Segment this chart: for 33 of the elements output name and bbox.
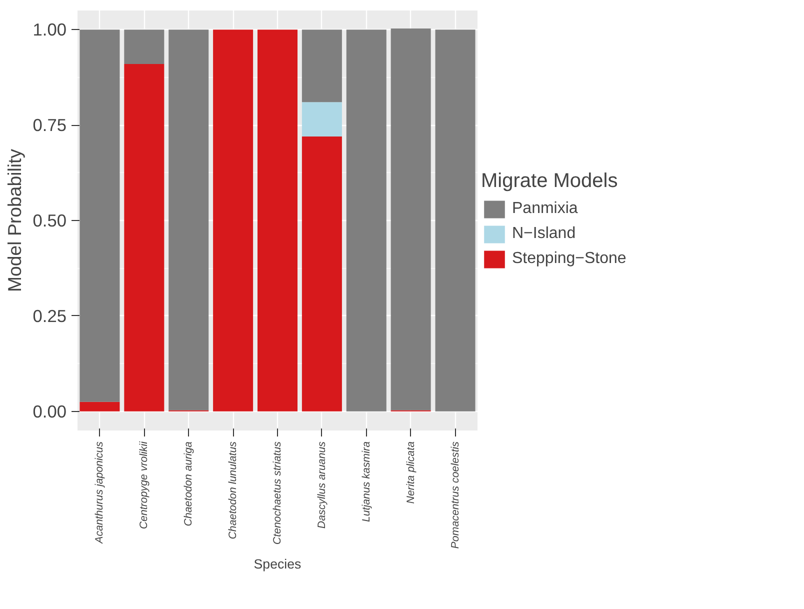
x-tick-label: Ctenochaetus striatus xyxy=(272,440,284,545)
bar xyxy=(168,30,209,410)
x-tick-label: Dascyllus aruanus xyxy=(316,440,328,529)
legend-label: N−Island xyxy=(512,225,576,243)
bar xyxy=(124,30,164,64)
bar xyxy=(80,30,120,402)
x-axis-title: Species xyxy=(254,556,302,572)
bar xyxy=(124,64,164,412)
y-tick-label: 0.75 xyxy=(32,115,67,136)
y-tick-label: 0.00 xyxy=(32,401,67,422)
y-tick-label: 1.00 xyxy=(32,20,67,40)
legend-label: Stepping−Stone xyxy=(512,250,626,268)
legend-title: Migrate Models xyxy=(481,170,619,193)
x-tick-label: Centropyge vrolikii xyxy=(138,440,150,530)
x-tick-label: Chaetodon lunulatus xyxy=(227,440,240,540)
legend-label: Panmixia xyxy=(512,200,578,218)
bar xyxy=(302,30,342,102)
bar xyxy=(302,102,342,136)
bar xyxy=(302,136,342,412)
x-tick-label: Lutjanus kasmira xyxy=(360,441,372,522)
bar xyxy=(80,402,120,412)
bar xyxy=(346,30,386,412)
x-tick-label: Pomacentrus coelestis xyxy=(449,440,462,549)
bar xyxy=(390,28,431,410)
y-tick-label: 0.50 xyxy=(32,210,67,230)
y-axis-title: Model Probability xyxy=(4,148,25,292)
bar xyxy=(435,30,476,412)
bar xyxy=(213,30,254,412)
x-tick-label: Nerita plicata xyxy=(404,441,417,504)
x-tick-label: Chaetodon auriga xyxy=(182,441,195,526)
x-tick-label: Acanthurus japonicus xyxy=(94,440,106,544)
bar xyxy=(258,30,298,412)
y-tick-label: 0.25 xyxy=(32,306,67,326)
